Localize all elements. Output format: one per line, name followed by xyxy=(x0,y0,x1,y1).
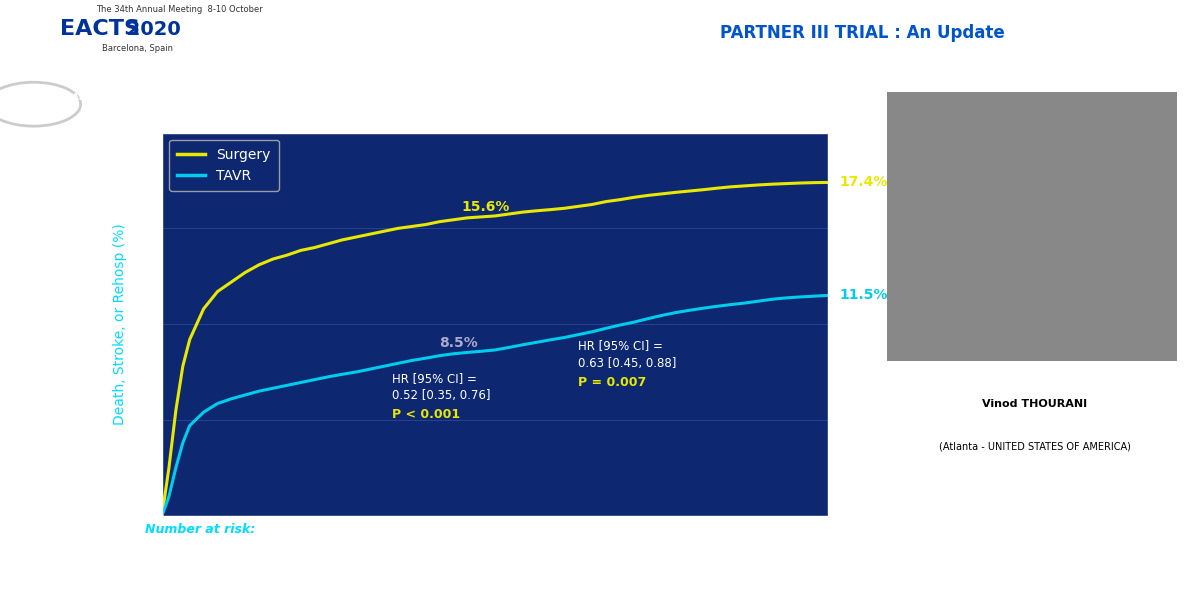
Text: 8.5%: 8.5% xyxy=(439,336,479,350)
Text: 436: 436 xyxy=(614,578,640,592)
Text: HR [95% CI] =: HR [95% CI] = xyxy=(578,339,664,352)
Legend: Surgery, TAVR: Surgery, TAVR xyxy=(169,140,278,191)
Text: PARTNER III TRIAL : An Update: PARTNER III TRIAL : An Update xyxy=(720,24,1004,42)
Text: Surgery: Surgery xyxy=(145,549,200,562)
Text: The 34th Annual Meeting  8-10 October: The 34th Annual Meeting 8-10 October xyxy=(96,5,263,14)
Text: 11.5%: 11.5% xyxy=(839,288,888,302)
Text: HR [95% CI] =: HR [95% CI] = xyxy=(392,372,478,385)
Text: 370: 370 xyxy=(475,549,500,562)
Text: P = 0.007: P = 0.007 xyxy=(578,376,647,389)
Text: Number at risk:: Number at risk: xyxy=(145,523,256,535)
Y-axis label: Death, Stroke, or Rehosp (%): Death, Stroke, or Rehosp (%) xyxy=(113,223,127,425)
Text: 496: 496 xyxy=(193,578,218,592)
Text: 378: 378 xyxy=(332,549,358,562)
Text: 462: 462 xyxy=(332,578,358,592)
Text: TRIAL: TRIAL xyxy=(85,112,100,117)
Text: P < 0.001: P < 0.001 xyxy=(392,408,461,421)
Text: 17.4%: 17.4% xyxy=(839,175,888,189)
FancyBboxPatch shape xyxy=(887,92,1177,361)
Text: THE: THE xyxy=(88,81,97,86)
Text: 454: 454 xyxy=(193,549,218,562)
X-axis label: Months after Procedure: Months after Procedure xyxy=(406,547,584,562)
Text: 15.6%: 15.6% xyxy=(462,200,510,214)
Text: 452: 452 xyxy=(475,578,500,592)
Text: TAVR: TAVR xyxy=(145,578,181,592)
Text: EACTS: EACTS xyxy=(60,19,140,39)
Text: 339: 339 xyxy=(757,549,782,562)
Text: Primary Endpoint: 2 year outcomes: Primary Endpoint: 2 year outcomes xyxy=(113,97,613,121)
Text: PARTNER 3: PARTNER 3 xyxy=(66,93,119,103)
Text: 0.52 [0.35, 0.76]: 0.52 [0.35, 0.76] xyxy=(392,389,491,402)
Text: 0.63 [0.45, 0.88]: 0.63 [0.45, 0.88] xyxy=(578,356,677,370)
Text: 2020: 2020 xyxy=(120,20,181,39)
Text: 352: 352 xyxy=(614,549,640,562)
Text: (Atlanta - UNITED STATES OF AMERICA): (Atlanta - UNITED STATES OF AMERICA) xyxy=(940,441,1130,452)
Text: Vinod THOURANI: Vinod THOURANI xyxy=(983,399,1087,409)
Text: 422: 422 xyxy=(757,578,784,592)
Text: Barcelona, Spain: Barcelona, Spain xyxy=(102,44,173,53)
